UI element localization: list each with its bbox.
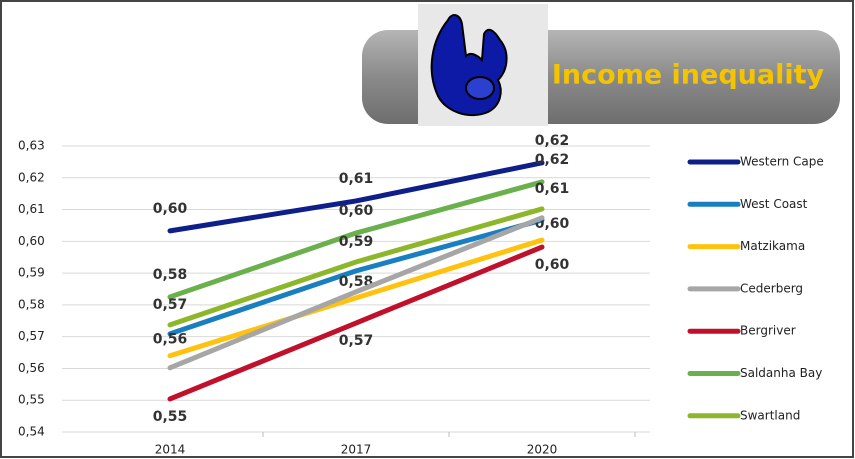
y-tick-label: 0,57 (18, 329, 45, 343)
y-tick-label: 0,55 (18, 393, 45, 407)
data-label: 0,57 (339, 333, 374, 349)
data-label: 0,56 (153, 332, 188, 348)
legend-label: Bergriver (740, 324, 796, 338)
data-label: 0,60 (153, 201, 188, 217)
series-line (167, 160, 545, 234)
legend-label: Matzikama (740, 239, 805, 253)
legend-label: Western Cape (740, 155, 824, 169)
data-label: 0,60 (339, 203, 374, 219)
data-label: 0,61 (339, 171, 374, 187)
data-label: 0,57 (153, 297, 188, 313)
data-label: 0,59 (339, 234, 374, 250)
data-label: 0,55 (153, 409, 188, 425)
data-label: 0,62 (535, 133, 570, 149)
series-line (167, 179, 545, 300)
data-label: 0,61 (535, 181, 570, 197)
y-tick-label: 0,56 (18, 361, 45, 375)
series-line (167, 244, 545, 402)
coin-icon (465, 76, 495, 100)
x-tick-label: 2020 (527, 443, 558, 457)
legend-label: Swartland (740, 408, 800, 422)
y-tick-label: 0,59 (18, 266, 45, 280)
y-tick-label: 0,63 (18, 139, 45, 153)
data-label: 0,58 (153, 267, 188, 283)
y-tick-label: 0,58 (18, 297, 45, 311)
legend-label: Cederberg (740, 281, 803, 295)
legend-label: Saldanha Bay (740, 366, 822, 380)
x-tick-label: 2017 (341, 443, 372, 457)
y-tick-label: 0,62 (18, 170, 45, 184)
series-line (167, 206, 545, 328)
y-tick-label: 0,54 (18, 425, 45, 439)
legend-label: West Coast (740, 197, 808, 211)
series-line (167, 217, 545, 337)
series-line (167, 237, 545, 359)
x-tick-label: 2014 (155, 443, 186, 457)
data-label: 0,60 (535, 216, 570, 232)
data-label: 0,60 (535, 257, 570, 273)
chart-title: Income inequality (552, 60, 825, 91)
y-tick-label: 0,61 (18, 202, 45, 216)
data-label: 0,62 (535, 152, 570, 168)
series-line (167, 215, 545, 371)
y-tick-label: 0,60 (18, 234, 45, 248)
